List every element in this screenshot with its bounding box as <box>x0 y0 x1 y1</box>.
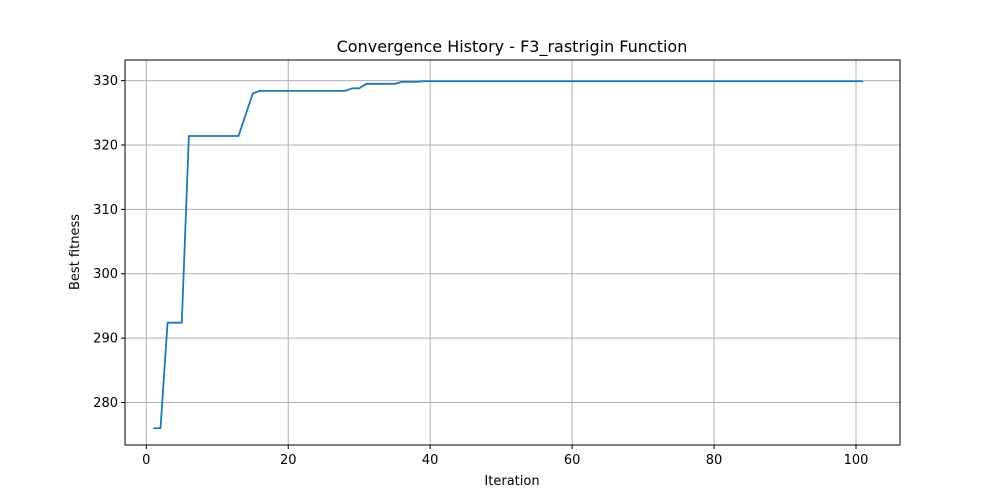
y-axis-label: Best fitness <box>68 214 83 290</box>
y-tick-label: 330 <box>93 74 118 89</box>
series-lines <box>153 80 864 430</box>
x-tick-label: 80 <box>706 453 723 468</box>
series-line-0 <box>153 80 864 430</box>
x-axis-label: Iteration <box>484 474 539 489</box>
x-tick-label: 40 <box>422 453 439 468</box>
x-tick-label: 100 <box>844 453 869 468</box>
y-tick-label: 320 <box>93 138 118 153</box>
y-tick-label: 300 <box>93 267 118 282</box>
y-tick-label: 280 <box>93 396 118 411</box>
axis-ticks: 0 20 40 60 80 100 280 290 300 310 320 330 <box>93 74 868 468</box>
chart-title: Convergence History - F3_rastrigin Funct… <box>337 37 688 57</box>
plot-frame <box>124 59 901 446</box>
x-tick-label: 60 <box>564 453 581 468</box>
grid-lines <box>125 60 900 445</box>
x-tick-label: 0 <box>142 453 150 468</box>
y-tick-label: 290 <box>93 332 118 347</box>
y-tick-label: 310 <box>93 203 118 218</box>
x-tick-label: 20 <box>280 453 297 468</box>
